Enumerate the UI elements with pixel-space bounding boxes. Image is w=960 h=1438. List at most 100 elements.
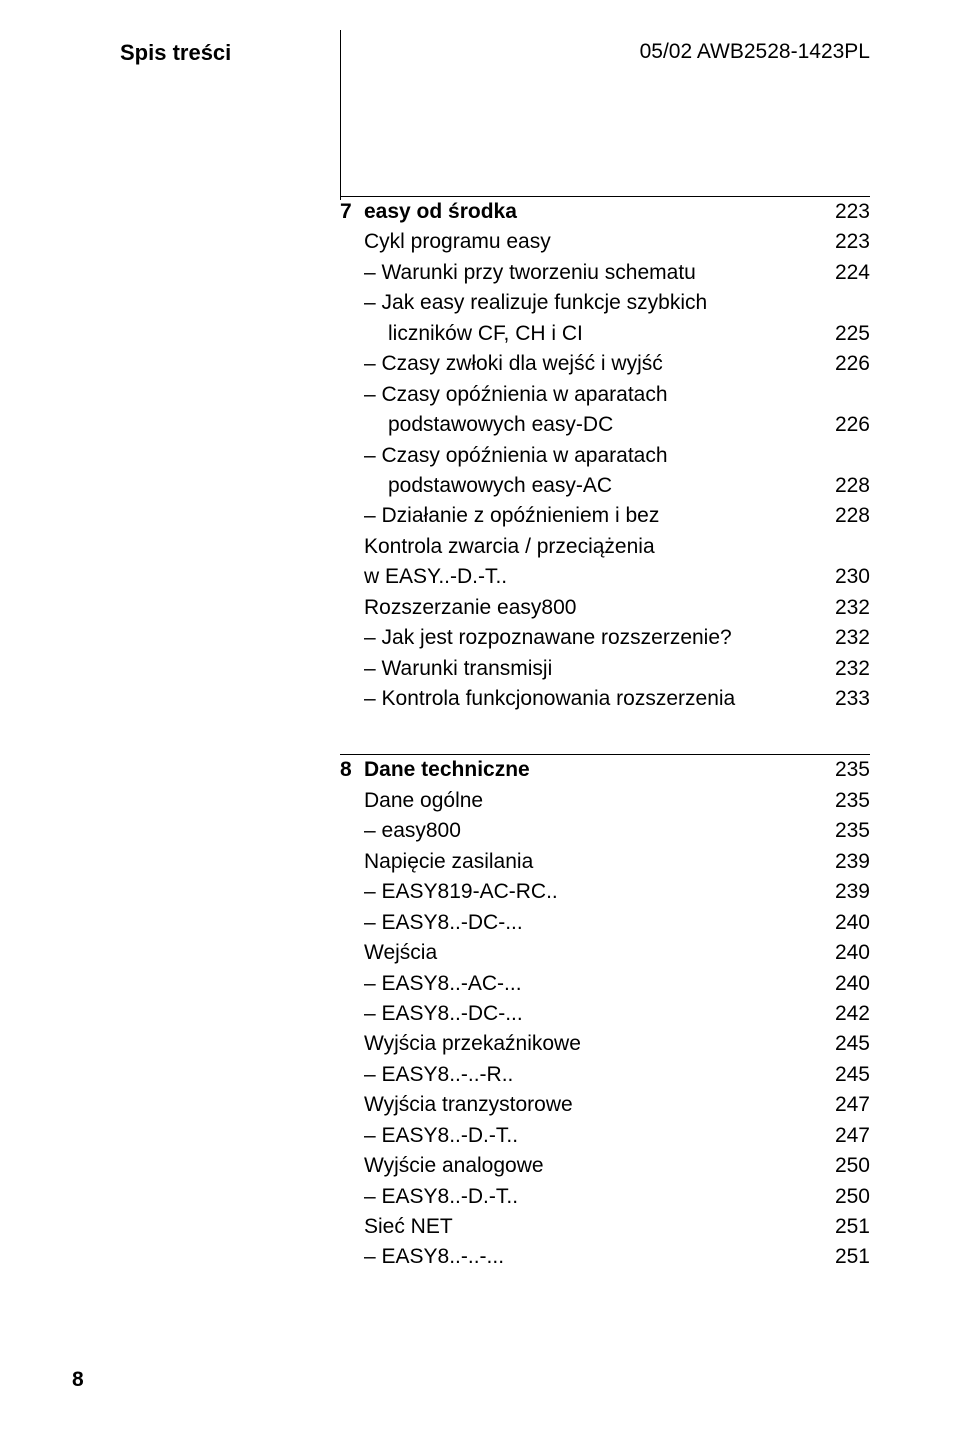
toc-label: podstawowych easy-DC xyxy=(364,410,818,440)
toc-page: 224 xyxy=(818,258,870,288)
toc-page: 250 xyxy=(818,1151,870,1181)
header-left: Spis treści xyxy=(120,40,340,66)
vertical-rule xyxy=(340,30,341,200)
toc-page: 240 xyxy=(818,908,870,938)
toc-row: Wejścia240 xyxy=(340,938,870,968)
toc-label: – easy800 xyxy=(364,816,818,846)
toc-row: – EASY8..-D.-T..250 xyxy=(340,1182,870,1212)
toc-section: 8 Dane techniczne 235 Dane ogólne235 – e… xyxy=(340,754,870,1272)
toc-row: Kontrola zwarcia / przeciążenia xyxy=(340,532,870,562)
toc-label: – Jak jest rozpoznawane rozszerzenie? xyxy=(364,623,818,653)
toc-page: 239 xyxy=(818,877,870,907)
toc-label: – EASY8..-DC-... xyxy=(364,908,818,938)
toc-page: 233 xyxy=(818,684,870,714)
toc-label: w EASY..-D.-T.. xyxy=(364,562,818,592)
toc-label: – Czasy zwłoki dla wejść i wyjść xyxy=(364,349,818,379)
toc-row: Cykl programu easy223 xyxy=(340,227,870,257)
toc-label: podstawowych easy-AC xyxy=(364,471,818,501)
toc-label: – Czasy opóźnienia w aparatach xyxy=(364,441,818,471)
page-number: 8 xyxy=(72,1368,84,1392)
toc-row: – Warunki transmisji232 xyxy=(340,654,870,684)
toc-row: – Czasy opóźnienia w aparatach xyxy=(340,380,870,410)
toc-page: 223 xyxy=(818,197,870,227)
toc-row: – Czasy opóźnienia w aparatach xyxy=(340,441,870,471)
toc-row: – EASY8..-DC-...242 xyxy=(340,999,870,1029)
toc-page: 240 xyxy=(818,969,870,999)
toc-page: 247 xyxy=(818,1121,870,1151)
section-number: 7 xyxy=(340,197,364,227)
toc-label: – EASY8..-..-R.. xyxy=(364,1060,818,1090)
toc-page: 232 xyxy=(818,623,870,653)
toc-row: Wyjścia tranzystorowe247 xyxy=(340,1090,870,1120)
toc-page: 247 xyxy=(818,1090,870,1120)
toc-row: – EASY819-AC-RC..239 xyxy=(340,877,870,907)
toc-page: 235 xyxy=(818,755,870,785)
toc-page: 239 xyxy=(818,847,870,877)
toc-label: – EASY8..-DC-... xyxy=(364,999,818,1029)
toc-label: – Warunki transmisji xyxy=(364,654,818,684)
section-number: 8 xyxy=(340,755,364,785)
toc-row: podstawowych easy-DC226 xyxy=(340,410,870,440)
toc-label: Wyjścia tranzystorowe xyxy=(364,1090,818,1120)
page: Spis treści 05/02 AWB2528-1423PL 7 easy … xyxy=(0,0,960,1438)
toc-label: liczników CF, CH i CI xyxy=(364,319,818,349)
toc-page: 230 xyxy=(818,562,870,592)
toc-label: Cykl programu easy xyxy=(364,227,818,257)
toc-row: – Jak easy realizuje funkcje szybkich xyxy=(340,288,870,318)
toc-section-head: 8 Dane techniczne 235 xyxy=(340,755,870,785)
toc-row: – Działanie z opóźnieniem i bez228 xyxy=(340,501,870,531)
toc-row: Wyjście analogowe250 xyxy=(340,1151,870,1181)
toc-label: – EASY819-AC-RC.. xyxy=(364,877,818,907)
toc-label: Rozszerzanie easy800 xyxy=(364,593,818,623)
toc-row: – Warunki przy tworzeniu schematu224 xyxy=(340,258,870,288)
toc-row: Wyjścia przekaźnikowe245 xyxy=(340,1029,870,1059)
toc-section-head: 7 easy od środka 223 xyxy=(340,197,870,227)
toc-label: – Działanie z opóźnieniem i bez xyxy=(364,501,818,531)
toc-label: – EASY8..-D.-T.. xyxy=(364,1182,818,1212)
toc-row: – EASY8..-D.-T..247 xyxy=(340,1121,870,1151)
toc-row: – Jak jest rozpoznawane rozszerzenie?232 xyxy=(340,623,870,653)
toc-row: liczników CF, CH i CI225 xyxy=(340,319,870,349)
toc-page: 235 xyxy=(818,786,870,816)
toc-page: 225 xyxy=(818,319,870,349)
toc-page: 223 xyxy=(818,227,870,257)
toc-label: Dane ogólne xyxy=(364,786,818,816)
toc-page: 240 xyxy=(818,938,870,968)
toc-row: Sieć NET251 xyxy=(340,1212,870,1242)
toc-page: 250 xyxy=(818,1182,870,1212)
toc-row: – EASY8..-AC-...240 xyxy=(340,969,870,999)
toc-label: Wyjście analogowe xyxy=(364,1151,818,1181)
toc-row: – Czasy zwłoki dla wejść i wyjść226 xyxy=(340,349,870,379)
toc-page: 226 xyxy=(818,349,870,379)
toc-page: 245 xyxy=(818,1060,870,1090)
toc-label: Napięcie zasilania xyxy=(364,847,818,877)
toc-row: – EASY8..-..-R..245 xyxy=(340,1060,870,1090)
toc-label: – Kontrola funkcjonowania rozszerzenia xyxy=(364,684,818,714)
section-title: Dane techniczne xyxy=(364,755,818,785)
toc-row: podstawowych easy-AC228 xyxy=(340,471,870,501)
toc-label: – EASY8..-D.-T.. xyxy=(364,1121,818,1151)
header-right: 05/02 AWB2528-1423PL xyxy=(340,40,870,64)
toc-label: Kontrola zwarcia / przeciążenia xyxy=(364,532,818,562)
toc-row: – EASY8..-DC-...240 xyxy=(340,908,870,938)
toc-row: Napięcie zasilania239 xyxy=(340,847,870,877)
toc-row: – easy800235 xyxy=(340,816,870,846)
toc-page: 251 xyxy=(818,1242,870,1272)
toc-page: 242 xyxy=(818,999,870,1029)
toc-label: Wejścia xyxy=(364,938,818,968)
toc-page: 228 xyxy=(818,471,870,501)
toc-label: Sieć NET xyxy=(364,1212,818,1242)
toc-label: – EASY8..-..-... xyxy=(364,1242,818,1272)
toc-label: Wyjścia przekaźnikowe xyxy=(364,1029,818,1059)
section-title: easy od środka xyxy=(364,197,818,227)
toc-page: 245 xyxy=(818,1029,870,1059)
toc-page: 251 xyxy=(818,1212,870,1242)
toc-row: w EASY..-D.-T..230 xyxy=(340,562,870,592)
toc-page: 226 xyxy=(818,410,870,440)
toc-page: 235 xyxy=(818,816,870,846)
toc-label: – Warunki przy tworzeniu schematu xyxy=(364,258,818,288)
toc-page: 228 xyxy=(818,501,870,531)
toc-label: – EASY8..-AC-... xyxy=(364,969,818,999)
toc-row: Rozszerzanie easy800232 xyxy=(340,593,870,623)
toc-label: – Czasy opóźnienia w aparatach xyxy=(364,380,818,410)
